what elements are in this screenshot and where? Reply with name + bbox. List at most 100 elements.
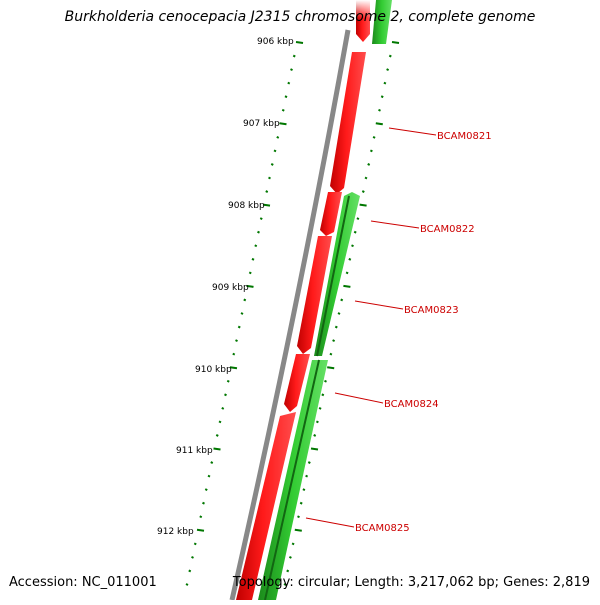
major-tick: [327, 366, 335, 370]
gene-label-bcam0822[interactable]: BCAM0822: [420, 224, 475, 235]
minor-tick: [351, 244, 354, 248]
minor-tick: [199, 515, 203, 519]
minor-tick: [324, 379, 327, 383]
minor-tick: [185, 583, 189, 586]
minor-tick: [380, 95, 384, 99]
minor-tick: [281, 108, 285, 112]
major-tick: [310, 447, 319, 451]
feature-green-1: [372, 0, 392, 44]
major-tick: [295, 41, 304, 44]
reverse-strand-track: [236, 0, 380, 600]
minor-tick: [210, 461, 214, 464]
minor-tick: [270, 163, 274, 166]
minor-tick: [204, 488, 208, 492]
gene-label-bcam0823[interactable]: BCAM0823: [404, 305, 459, 316]
minor-tick: [372, 135, 376, 139]
minor-tick: [215, 434, 219, 437]
accession-text: Accession: NC_011001: [9, 575, 157, 590]
feature-red-5: [284, 354, 310, 412]
minor-tick: [226, 379, 230, 383]
minor-tick: [364, 176, 368, 180]
minor-tick: [232, 352, 236, 356]
minor-tick: [243, 298, 247, 302]
feature-red-3: [320, 192, 342, 236]
major-tick: [359, 203, 367, 207]
minor-tick: [369, 149, 373, 153]
feature-green-3-edge: [264, 359, 320, 601]
minor-tick: [268, 176, 271, 180]
minor-tick: [340, 298, 344, 302]
major-tick: [294, 528, 302, 532]
minor-tick: [321, 393, 325, 397]
tick-label: 910 kbp: [195, 365, 232, 375]
minor-tick: [290, 68, 293, 71]
tick-label: 907 kbp: [243, 119, 280, 129]
minor-tick: [386, 68, 390, 71]
minor-tick: [299, 501, 303, 505]
minor-tick: [292, 54, 296, 58]
scale-outer-ticks: [283, 41, 400, 586]
minor-tick: [202, 501, 205, 505]
minor-tick: [337, 312, 341, 315]
minor-tick: [207, 474, 211, 478]
minor-tick: [332, 339, 336, 342]
minor-tick: [254, 244, 258, 248]
minor-tick: [237, 325, 241, 329]
minor-tick: [313, 434, 317, 437]
major-tick: [343, 284, 351, 288]
feature-red-6: [236, 412, 296, 600]
map-title: Burkholderia cenocepacia J2315 chromosom…: [64, 9, 536, 25]
major-tick: [213, 447, 221, 451]
minor-tick: [348, 257, 352, 261]
feature-green-2-edge: [316, 195, 350, 357]
minor-tick: [302, 488, 306, 492]
genome-summary-text: Topology: circular; Length: 3,217,062 bp…: [232, 575, 590, 590]
scale-inner-ticks: [185, 41, 304, 586]
gene-label-leaders: [305, 127, 437, 528]
minor-tick: [305, 474, 309, 478]
minor-tick: [378, 108, 381, 112]
minor-tick: [307, 461, 311, 464]
major-tick: [229, 366, 238, 370]
feature-red-2: [330, 52, 366, 194]
major-tick: [375, 122, 383, 126]
major-tick: [246, 284, 254, 288]
minor-tick: [251, 257, 255, 261]
tick-label: 909 kbp: [212, 283, 249, 293]
tick-label: 906 kbp: [257, 37, 294, 47]
minor-tick: [248, 271, 252, 275]
gene-label-bcam0821[interactable]: BCAM0821: [437, 131, 492, 142]
gene-label-bcam0825[interactable]: BCAM0825: [355, 523, 410, 534]
tick-label: 908 kbp: [228, 201, 265, 211]
major-tick: [196, 528, 205, 532]
minor-tick: [191, 556, 194, 559]
feature-red-4: [297, 236, 332, 354]
tick-label: 911 kbp: [176, 446, 213, 456]
minor-tick: [286, 569, 290, 573]
minor-tick: [193, 542, 197, 546]
minor-tick: [288, 556, 292, 559]
forward-strand-track: [258, 0, 392, 601]
minor-tick: [257, 230, 260, 234]
minor-tick: [291, 542, 295, 546]
minor-tick: [287, 81, 291, 85]
minor-tick: [259, 217, 263, 221]
minor-tick: [284, 95, 288, 99]
minor-tick: [367, 163, 371, 166]
minor-tick: [361, 190, 365, 193]
gene-label-bcam0824[interactable]: BCAM0824: [384, 399, 439, 410]
minor-tick: [388, 54, 392, 58]
minor-tick: [315, 420, 319, 424]
minor-tick: [273, 149, 277, 153]
minor-tick: [283, 583, 287, 586]
minor-tick: [235, 339, 238, 342]
minor-tick: [265, 190, 269, 193]
major-tick: [391, 41, 400, 44]
backbone-track: [229, 29, 351, 601]
minor-tick: [218, 420, 222, 424]
minor-tick: [345, 271, 349, 275]
major-tick: [279, 122, 287, 126]
minor-tick: [356, 217, 360, 221]
